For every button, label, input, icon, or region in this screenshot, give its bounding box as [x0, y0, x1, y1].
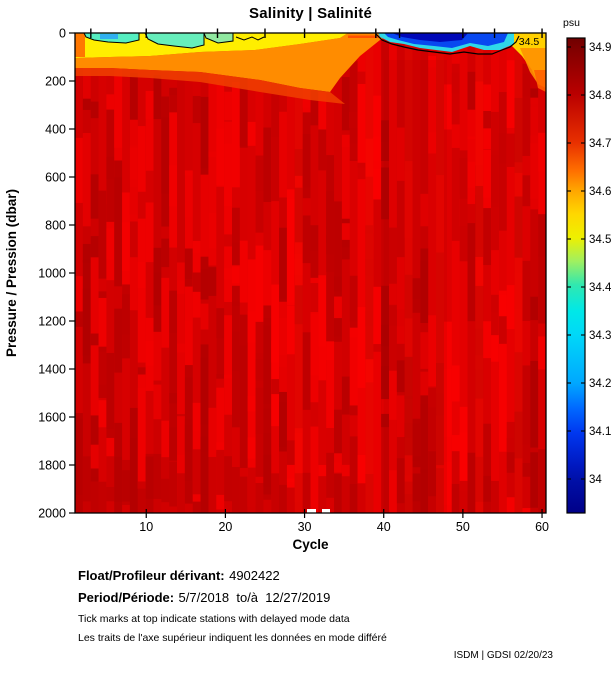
surface-salinity-structures — [75, 33, 546, 513]
y-tick-label: 2000 — [38, 507, 66, 521]
y-tick-label: 1000 — [38, 267, 66, 281]
chart-title: Salinity | Salinité — [248, 5, 373, 22]
y-tick-label: 1200 — [38, 315, 66, 329]
y-tick-label: 1600 — [38, 411, 66, 425]
period-label: Period/Période: — [78, 590, 175, 605]
colorbar-tick-label: 34.5 — [589, 234, 611, 246]
heatmap-texture — [75, 33, 546, 513]
y-axis-label: Pressure / Pression (dbar) — [4, 189, 19, 357]
x-tick-label: 60 — [535, 520, 549, 534]
y-tick-label: 400 — [45, 123, 66, 137]
note-french: Les traits de l'axe supérieur indiquent … — [78, 632, 387, 644]
colorbar-tick-label: 34.1 — [589, 426, 611, 438]
note-english: Tick marks at top indicate stations with… — [78, 613, 350, 625]
colorbar-tick-label: 34.8 — [589, 90, 611, 102]
colorbar-tick-label: 34 — [589, 474, 602, 486]
missing-data-mark — [322, 509, 330, 513]
y-tick-label: 600 — [45, 171, 66, 185]
colorbar-tick-label: 34.9 — [589, 42, 611, 54]
contour-label: 34.5 — [519, 36, 540, 48]
x-tick-label: 40 — [377, 520, 391, 534]
period-value: 5/7/2018 to/à 12/27/2019 — [178, 590, 331, 605]
missing-data-mark — [307, 509, 316, 513]
x-tick-label: 50 — [456, 520, 470, 534]
float-label: Float/Profileur dérivant: — [78, 568, 225, 583]
period-line: Period/Période: 5/7/2018 to/à 12/27/2019 — [78, 589, 330, 607]
y-tick-label: 0 — [59, 27, 66, 41]
y-tick-label: 1400 — [38, 363, 66, 377]
credit-stamp: ISDM | GDSI 02/20/23 — [453, 650, 553, 661]
y-tick-label: 200 — [45, 75, 66, 89]
colorbar-unit-label: psu — [563, 17, 580, 29]
colorbar-tick-label: 34.6 — [589, 186, 611, 198]
axis-ticks-labels: 0 200 400 600 800 1000 1200 1400 1600 1800 2000 10 2… — [38, 27, 549, 535]
colorbar-tick-label: 34.3 — [589, 330, 611, 342]
colorbar: psu 34.9 34.8 34.7 34.6 34.5 34.4 34.3 34.2 34.1 3… — [563, 17, 611, 514]
float-id-line: Float/Profileur dérivant: 4902422 — [78, 567, 280, 585]
x-tick-label: 20 — [218, 520, 232, 534]
colorbar-tick-label: 34.4 — [589, 282, 611, 294]
float-value: 4902422 — [229, 568, 280, 583]
contour-line-34-5 — [375, 33, 520, 55]
salinity-heatmap-canvas: 34.5 0 200 400 600 800 1000 1200 1400 1600 1800 200… — [4, 17, 611, 552]
y-tick-label: 1800 — [38, 459, 66, 473]
colorbar-tick-label: 34.7 — [589, 138, 611, 150]
y-tick-label: 800 — [45, 219, 66, 233]
colorbar-tick-label: 34.2 — [589, 378, 611, 390]
x-tick-label: 10 — [139, 520, 153, 534]
x-tick-label: 30 — [298, 520, 312, 534]
x-axis-label: Cycle — [292, 537, 329, 552]
